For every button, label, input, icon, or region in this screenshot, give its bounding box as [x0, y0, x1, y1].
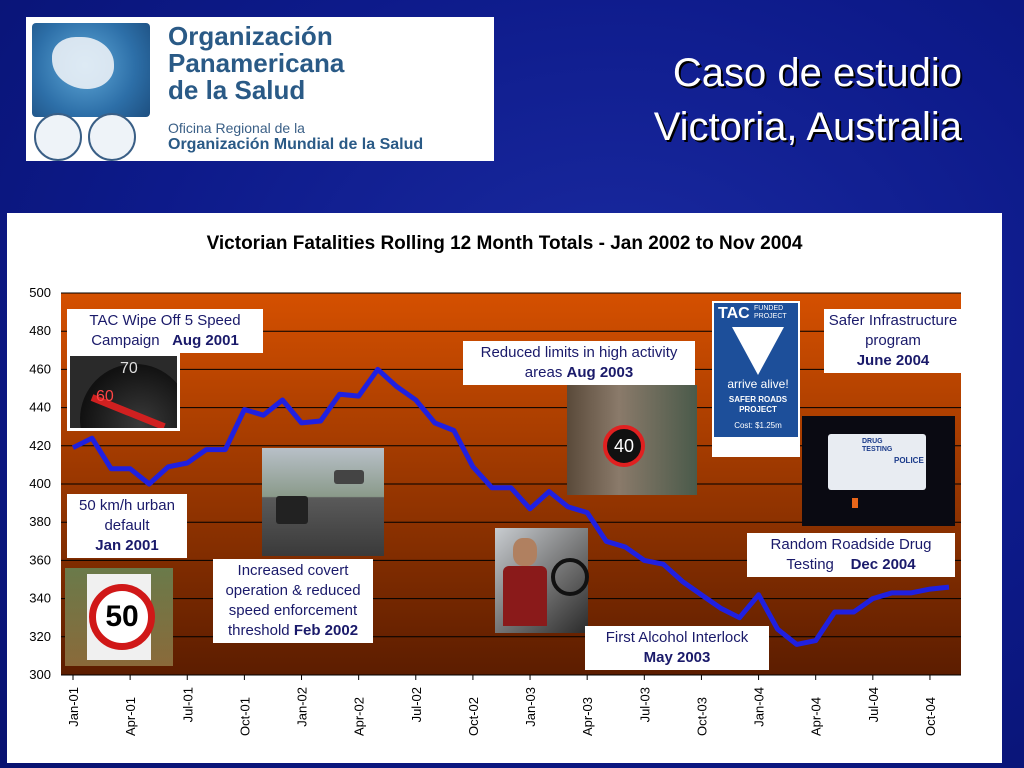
annotation-tac-campaign: TAC Wipe Off 5 Speed Campaign Aug 2001	[67, 309, 263, 353]
y-tick-label: 340	[29, 591, 51, 606]
x-tick-label: Apr-04	[809, 697, 824, 736]
x-tick-label: Oct-02	[466, 697, 481, 736]
globe-emblem	[32, 23, 150, 117]
annotation-alcohol-interlock: First Alcohol Interlock May 2003	[585, 626, 769, 670]
who-seal	[88, 113, 136, 161]
y-axis: 300 320 340 360 380 400 420 440 460 480 500	[29, 285, 51, 682]
tac-safer-roads-sign: TAC FUNDED PROJECT arrive alive! SAFER R…	[712, 301, 800, 457]
speed-sign-50-photo: 50	[65, 568, 173, 666]
speedometer-photo: 70 60	[67, 353, 180, 431]
x-tick-label: Jan-03	[523, 687, 538, 727]
annotation-urban-default: 50 km/h urban default Jan 2001	[67, 494, 187, 558]
drug-testing-van-photo: DRUG TESTING POLICE	[802, 416, 955, 526]
chart-panel: Victorian Fatalities Rolling 12 Month To…	[7, 213, 1002, 763]
paho-logo: Organización Panamericana de la Salud Of…	[26, 17, 494, 161]
x-tick-label: Jan-04	[752, 687, 767, 727]
y-tick-label: 440	[29, 400, 51, 415]
logo-subtitle-line2: Organización Mundial de la Salud	[168, 136, 424, 153]
annotation-reduced-limits: Reduced limits in high activity areas Au…	[463, 341, 695, 385]
x-tick-label: Apr-03	[580, 697, 595, 736]
x-tick-label: Jul-04	[866, 687, 881, 722]
pro-salute-seal	[34, 113, 82, 161]
annotation-safer-infrastructure: Safer Infrastructure program June 2004	[824, 309, 962, 373]
x-tick-label: Jul-02	[409, 687, 424, 722]
slide-title-line1: Caso de estudio	[672, 51, 962, 95]
y-tick-label: 460	[29, 361, 51, 376]
x-axis: Jan-01 Apr-01 Jul-01 Oct-01 Jan-02 Apr-02 Jul-…	[61, 674, 961, 736]
y-tick-label: 380	[29, 514, 51, 529]
series-line	[71, 366, 950, 647]
x-tick-label: Apr-01	[123, 697, 138, 736]
x-tick-label: Jul-01	[180, 687, 195, 722]
speed-sign-40: 40	[603, 425, 645, 467]
chart-title: Victorian Fatalities Rolling 12 Month To…	[206, 233, 803, 254]
x-tick-label: Oct-03	[694, 697, 709, 736]
x-tick-label: Jan-01	[66, 687, 81, 727]
x-tick-label: Oct-01	[237, 697, 252, 736]
y-tick-label: 300	[29, 667, 51, 682]
annotation-roadside-drug-testing: Random Roadside Drug Testing Dec 2004	[747, 533, 955, 577]
slide-title-line2: Victoria, Australia	[653, 105, 962, 149]
y-tick-label: 360	[29, 552, 51, 567]
speed-sign-40-photo: 40	[567, 385, 697, 495]
x-tick-label: Jan-02	[295, 687, 310, 727]
y-tick-label: 400	[29, 476, 51, 491]
speed-sign-50: 50	[89, 584, 155, 650]
y-tick-label: 500	[29, 285, 51, 300]
y-tick-label: 320	[29, 629, 51, 644]
alcohol-interlock-photo	[495, 528, 589, 633]
y-tick-label: 480	[29, 323, 51, 338]
x-tick-label: Jul-03	[637, 687, 652, 722]
logo-title: Organización Panamericana de la Salud	[168, 21, 345, 105]
slide-title: Caso de estudio Victoria, Australia	[654, 46, 962, 154]
speedo-60: 60	[96, 388, 114, 405]
x-tick-label: Oct-04	[923, 697, 938, 736]
covert-camera-photo	[262, 448, 384, 556]
logo-subtitle-line1: Oficina Regional de la	[168, 120, 305, 136]
y-tick-label: 420	[29, 438, 51, 453]
x-tick-label: Apr-02	[352, 697, 367, 736]
annotation-covert-operation: Increased covert operation & reduced spe…	[213, 559, 373, 643]
speedo-70: 70	[120, 360, 138, 377]
